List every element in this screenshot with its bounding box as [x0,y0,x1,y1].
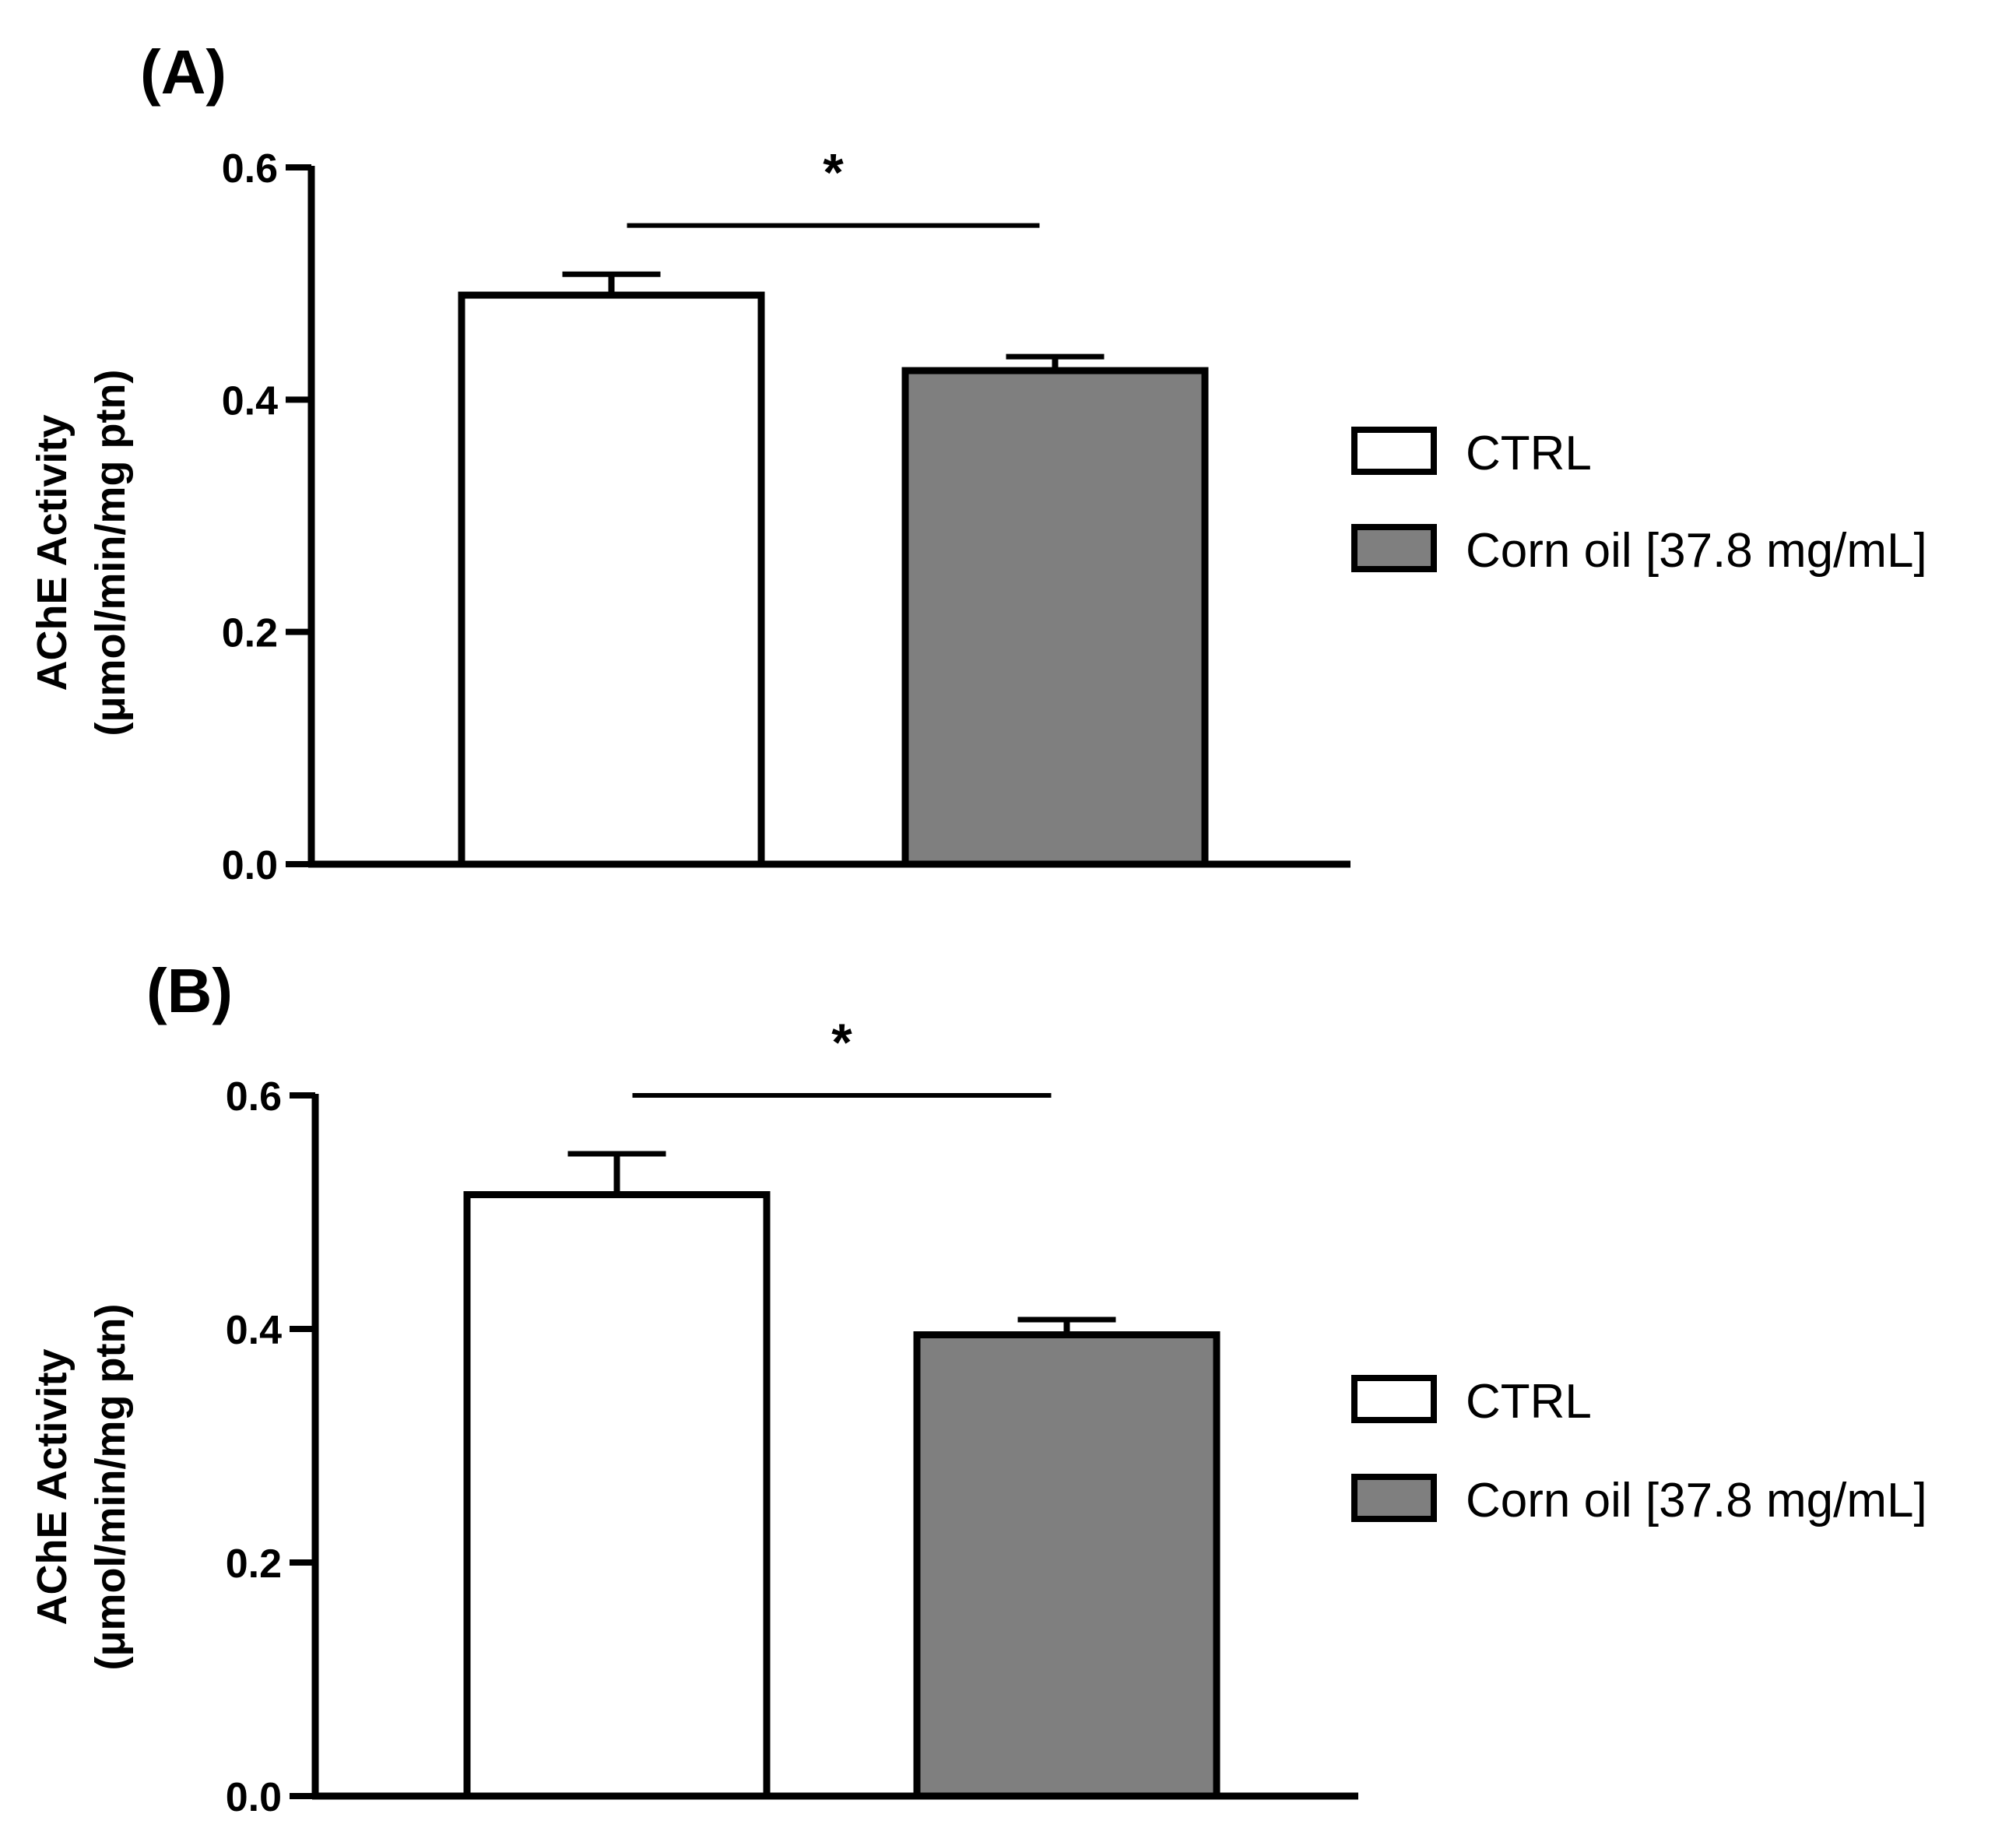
y-tick-label-b: 0.6 [226,1074,282,1120]
panel-label-a: (A) [140,37,227,107]
y-axis-unit-label-b: (μmol/min/mg ptn) [87,1304,134,1671]
y-tick-label-b: 0.0 [226,1775,282,1820]
panel-label-b: (B) [146,956,233,1025]
bar-ctrl-b [463,1191,771,1800]
legend-b: CTRL Corn oil [37.8 mg/mL] [1351,1375,1927,1527]
bar-corn-oil-a [901,367,1209,868]
legend-swatch-corn-oil-a [1351,524,1437,572]
legend-label-ctrl-b: CTRL [1466,1375,1592,1429]
y-tick-label-a: 0.6 [222,146,278,192]
y-tick-label-b: 0.2 [226,1541,282,1587]
legend-a: CTRL Corn oil [37.8 mg/mL] [1351,427,1927,578]
y-tick-label-a: 0.4 [222,378,278,424]
legend-label-ctrl-a: CTRL [1466,427,1592,480]
bar-ctrl-a [458,291,765,868]
y-tick-label-a: 0.2 [222,611,278,656]
plot-area-b: 0.0 0.2 0.4 0.6 * [226,1013,1358,1820]
y-tick-label-b: 0.4 [226,1308,282,1353]
y-tick-label-a: 0.0 [222,843,278,888]
legend-label-corn-oil-a: Corn oil [37.8 mg/mL] [1466,524,1927,578]
legend-swatch-corn-oil-b [1351,1474,1437,1522]
plot-area-a: 0.0 0.2 0.4 0.6 * [222,143,1350,888]
bar-corn-oil-b [913,1331,1220,1800]
panel-b: (B) AChE Activity (μmol/min/mg ptn) 0.00… [29,956,1927,1820]
y-axis-label-a: AChE Activity [29,414,76,691]
y-axis-unit-label-a: (μmol/min/mg ptn) [87,370,134,736]
significance-marker-b: * [831,1013,852,1072]
y-axis-label-b: AChE Activity [29,1348,76,1625]
panel-a: (A) AChE Activity (μmol/min/mg ptn) 0.00… [29,37,1927,888]
legend-swatch-ctrl-b [1351,1375,1437,1423]
legend-swatch-ctrl-a [1351,427,1437,475]
legend-label-corn-oil-b: Corn oil [37.8 mg/mL] [1466,1474,1927,1527]
significance-marker-a: * [823,143,844,202]
